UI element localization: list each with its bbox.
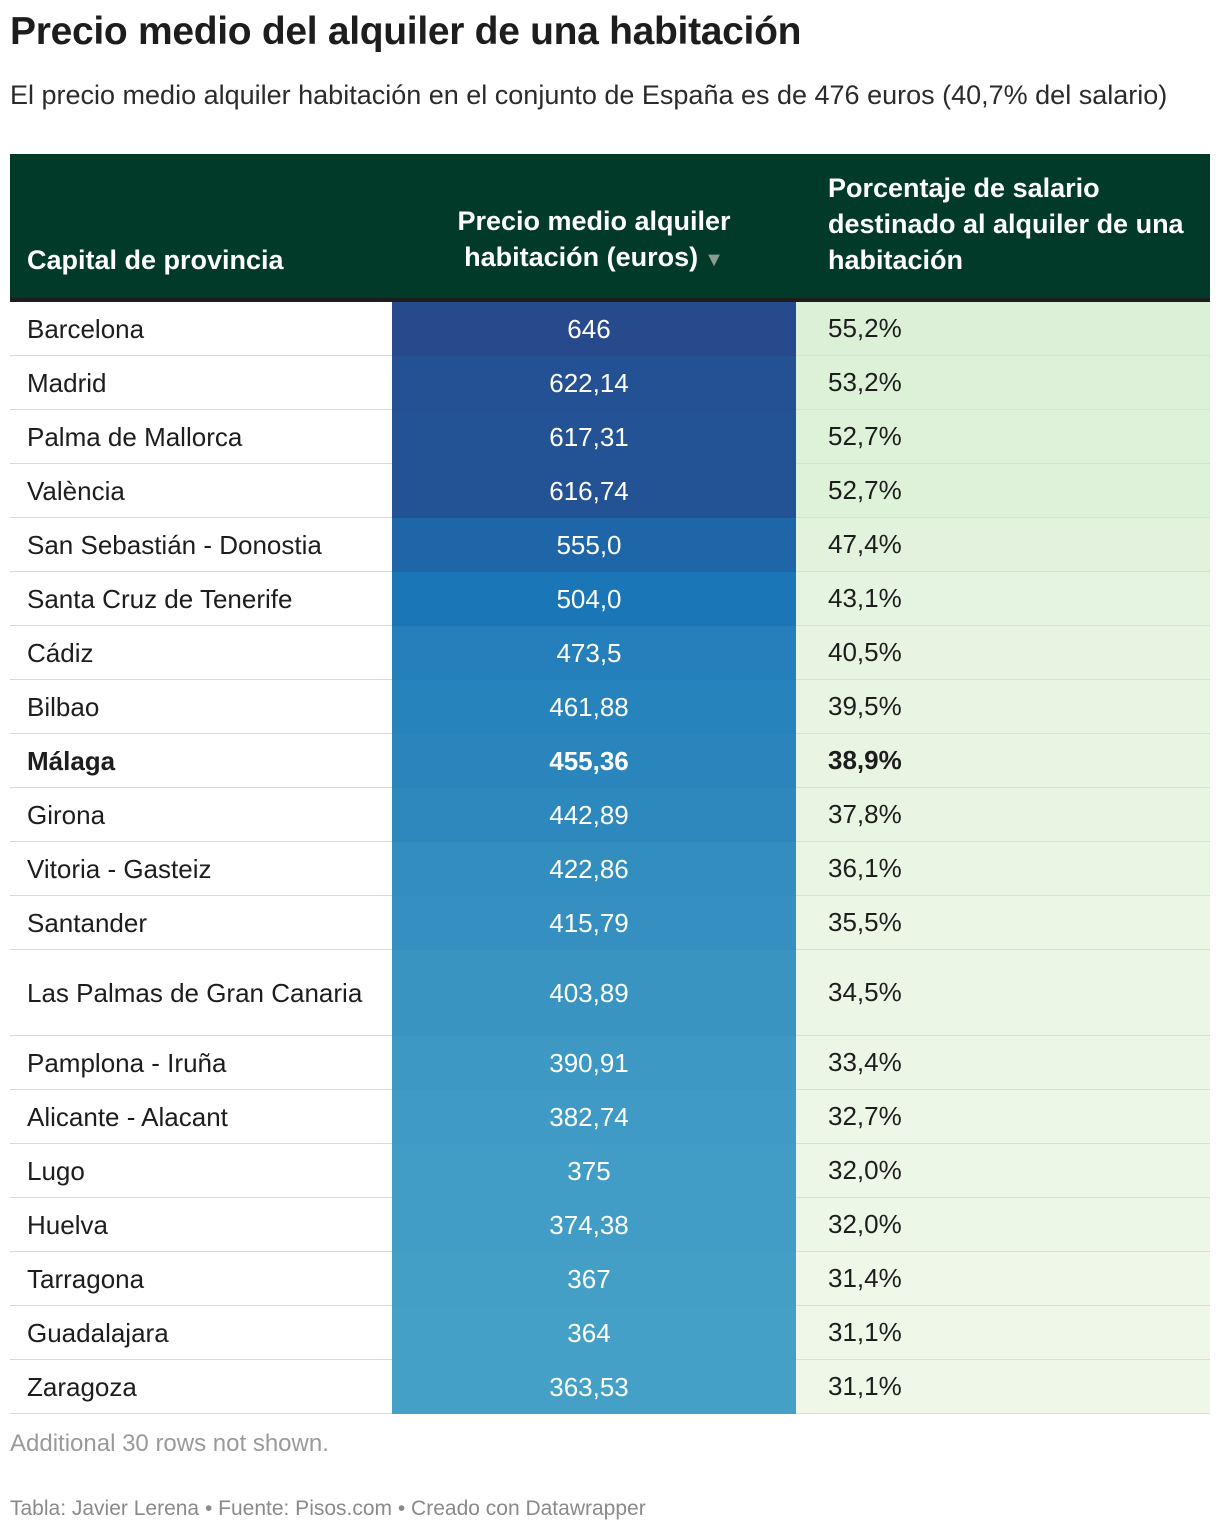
table-row: Santander 415,79 35,5% — [10, 896, 1210, 950]
table-row: Pamplona - Iruña 390,91 33,4% — [10, 1036, 1210, 1090]
table-row: Lugo 375 32,0% — [10, 1144, 1210, 1198]
cell-percentage: 52,7% — [796, 410, 1210, 464]
cell-city: València — [10, 464, 392, 518]
cell-price: 646 — [392, 302, 796, 356]
header-text: Precio medio alquiler habitación (euros) — [457, 206, 731, 272]
cell-percentage: 52,7% — [796, 464, 1210, 518]
table-row: Palma de Mallorca 617,31 52,7% — [10, 410, 1210, 464]
cell-price: 374,38 — [392, 1198, 796, 1252]
cell-price: 390,91 — [392, 1036, 796, 1090]
cell-percentage: 38,9% — [796, 734, 1210, 788]
cell-percentage: 36,1% — [796, 842, 1210, 896]
cell-city: Santa Cruz de Tenerife — [10, 572, 392, 626]
chart-subtitle: El precio medio alquiler habitación en e… — [10, 80, 1168, 110]
cell-city: Pamplona - Iruña — [10, 1036, 392, 1090]
cell-city: Girona — [10, 788, 392, 842]
chart-title: Precio medio del alquiler de una habitac… — [10, 10, 802, 53]
table-row: Zaragoza 363,53 31,1% — [10, 1360, 1210, 1414]
table-row: València 616,74 52,7% — [10, 464, 1210, 518]
cell-price: 364 — [392, 1306, 796, 1360]
table-row: Madrid 622,14 53,2% — [10, 356, 1210, 410]
cell-city: Huelva — [10, 1198, 392, 1252]
cell-percentage: 35,5% — [796, 896, 1210, 950]
cell-percentage: 33,4% — [796, 1036, 1210, 1090]
cell-percentage: 39,5% — [796, 680, 1210, 734]
header-precio-medio[interactable]: Precio medio alquiler habitación (euros)… — [392, 154, 796, 298]
cell-percentage: 37,8% — [796, 788, 1210, 842]
cell-city: Zaragoza — [10, 1360, 392, 1414]
cell-percentage: 34,5% — [796, 950, 1210, 1036]
table-row: Barcelona 646 55,2% — [10, 302, 1210, 356]
cell-percentage: 55,2% — [796, 302, 1210, 356]
table-row: Tarragona 367 31,4% — [10, 1252, 1210, 1306]
sort-descending-icon: ▼ — [704, 249, 724, 271]
cell-price: 555,0 — [392, 518, 796, 572]
cell-city: Málaga — [10, 734, 392, 788]
cell-percentage: 32,0% — [796, 1198, 1210, 1252]
cell-price: 504,0 — [392, 572, 796, 626]
cell-price: 382,74 — [392, 1090, 796, 1144]
cell-percentage: 31,1% — [796, 1360, 1210, 1414]
header-label: Capital de provincia — [27, 245, 284, 275]
cell-price: 442,89 — [392, 788, 796, 842]
table-row: Cádiz 473,5 40,5% — [10, 626, 1210, 680]
table-row: Alicante - Alacant 382,74 32,7% — [10, 1090, 1210, 1144]
cell-price: 363,53 — [392, 1360, 796, 1414]
cell-city: Madrid — [10, 356, 392, 410]
table-row: Huelva 374,38 32,0% — [10, 1198, 1210, 1252]
header-divider — [10, 298, 1210, 302]
cell-price: 617,31 — [392, 410, 796, 464]
cell-city: Lugo — [10, 1144, 392, 1198]
cell-price: 616,74 — [392, 464, 796, 518]
cell-city: Cádiz — [10, 626, 392, 680]
cell-price: 367 — [392, 1252, 796, 1306]
cell-percentage: 40,5% — [796, 626, 1210, 680]
header-capital-de-provincia[interactable]: Capital de provincia — [10, 154, 392, 298]
table-row: Bilbao 461,88 39,5% — [10, 680, 1210, 734]
footer-credits: Tabla: Javier Lerena • Fuente: Pisos.com… — [10, 1497, 646, 1520]
cell-city: Barcelona — [10, 302, 392, 356]
cell-percentage: 31,1% — [796, 1306, 1210, 1360]
cell-percentage: 53,2% — [796, 356, 1210, 410]
table-row: Vitoria - Gasteiz 422,86 36,1% — [10, 842, 1210, 896]
rows-not-shown-note: Additional 30 rows not shown. — [10, 1430, 329, 1457]
cell-city: Las Palmas de Gran Canaria — [10, 950, 392, 1036]
header-porcentaje-salario[interactable]: Porcentaje de salario destinado al alqui… — [796, 154, 1210, 298]
cell-percentage: 47,4% — [796, 518, 1210, 572]
cell-city: Guadalajara — [10, 1306, 392, 1360]
cell-percentage: 31,4% — [796, 1252, 1210, 1306]
cell-city: Palma de Mallorca — [10, 410, 392, 464]
cell-price: 375 — [392, 1144, 796, 1198]
cell-city: Bilbao — [10, 680, 392, 734]
table-header: Capital de provincia Precio medio alquil… — [10, 154, 1210, 298]
cell-city: Santander — [10, 896, 392, 950]
table-row: San Sebastián - Donostia 555,0 47,4% — [10, 518, 1210, 572]
cell-price: 403,89 — [392, 950, 796, 1036]
cell-city: Vitoria - Gasteiz — [10, 842, 392, 896]
cell-price: 455,36 — [392, 734, 796, 788]
cell-city: Alicante - Alacant — [10, 1090, 392, 1144]
cell-price: 422,86 — [392, 842, 796, 896]
cell-price: 622,14 — [392, 356, 796, 410]
data-table: Capital de provincia Precio medio alquil… — [10, 154, 1210, 1414]
cell-percentage: 32,0% — [796, 1144, 1210, 1198]
cell-price: 415,79 — [392, 896, 796, 950]
table-row: Santa Cruz de Tenerife 504,0 43,1% — [10, 572, 1210, 626]
header-label: Precio medio alquiler habitación (euros)… — [392, 203, 796, 278]
cell-percentage: 32,7% — [796, 1090, 1210, 1144]
cell-percentage: 43,1% — [796, 572, 1210, 626]
cell-price: 461,88 — [392, 680, 796, 734]
header-label: Porcentaje de salario destinado al alqui… — [828, 173, 1184, 275]
cell-city: San Sebastián - Donostia — [10, 518, 392, 572]
table-row: Las Palmas de Gran Canaria 403,89 34,5% — [10, 950, 1210, 1036]
cell-city: Tarragona — [10, 1252, 392, 1306]
table-row: Málaga 455,36 38,9% — [10, 734, 1210, 788]
cell-price: 473,5 — [392, 626, 796, 680]
table-row: Girona 442,89 37,8% — [10, 788, 1210, 842]
table-row: Guadalajara 364 31,1% — [10, 1306, 1210, 1360]
table-body: Barcelona 646 55,2% Madrid 622,14 53,2% Palma … — [10, 302, 1210, 1414]
